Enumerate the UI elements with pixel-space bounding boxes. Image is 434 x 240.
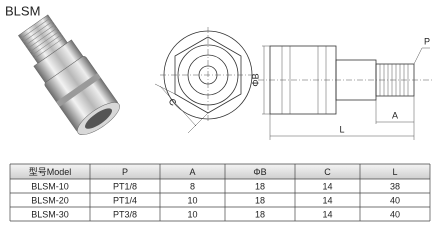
length-dimensions (269, 96, 415, 140)
product-photo (18, 14, 120, 135)
header-cell: ΦB (253, 167, 266, 177)
header-cell: L (392, 167, 397, 177)
header-cell: 型号Model (29, 167, 72, 177)
groove (56, 73, 101, 107)
label-p: P (424, 36, 430, 46)
b-dimension (262, 45, 270, 115)
table-cell: 18 (255, 195, 265, 205)
opening (85, 108, 112, 129)
table-cell: BLSM-30 (31, 209, 69, 219)
table-cell: BLSM-10 (31, 181, 69, 191)
table-cell: 10 (187, 195, 197, 205)
table-cell: PT1/4 (113, 195, 137, 205)
label-l: L (339, 124, 344, 134)
table-cell: BLSM-20 (31, 195, 69, 205)
c-dimension (154, 83, 209, 134)
table-cell: 38 (390, 181, 400, 191)
table-cell: 18 (255, 181, 265, 191)
title: BLSM (5, 3, 40, 18)
spec-table: 型号Model P A ΦB C L BLSM-10 PT1/8 8 18 14 38 BLSM-20 P… (9, 163, 431, 222)
header-cell: C (324, 167, 331, 177)
p-leader (413, 47, 430, 65)
header-cell: A (189, 167, 195, 177)
table-cell: PT3/8 (113, 209, 137, 219)
label-b: ΦB (250, 73, 260, 86)
table-cell: 18 (255, 209, 265, 219)
table-cell: 14 (322, 195, 332, 205)
table-cell: PT1/8 (113, 181, 137, 191)
label-a: A (392, 110, 398, 120)
center-lines (160, 27, 256, 123)
header-row (10, 164, 430, 179)
table-cell: 8 (190, 181, 195, 191)
table-cell: 14 (322, 209, 332, 219)
table-cell: 14 (322, 181, 332, 191)
label-c: C (167, 96, 179, 108)
table-cell: 40 (390, 195, 400, 205)
table-cell: 40 (390, 209, 400, 219)
side-view: ΦB P A L (250, 36, 434, 140)
front-view: C (154, 27, 256, 134)
thread-lines (20, 17, 65, 59)
header-cell: P (122, 167, 128, 177)
table-cell: 10 (187, 209, 197, 219)
